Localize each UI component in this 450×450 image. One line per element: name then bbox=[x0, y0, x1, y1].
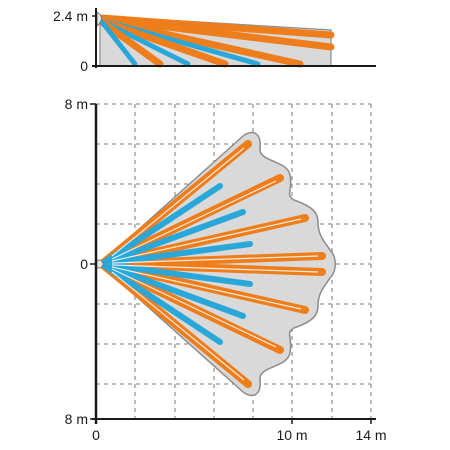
x-label-10m: 10 m bbox=[276, 427, 307, 443]
beam bbox=[99, 183, 223, 267]
side-beam bbox=[99, 19, 138, 67]
side-beam bbox=[98, 15, 335, 51]
short-range-beams bbox=[99, 183, 253, 345]
coverage-area bbox=[98, 131, 336, 397]
x-label-zero: 0 bbox=[92, 427, 100, 443]
top-y-label-bottom: 8 m bbox=[65, 411, 88, 427]
top-y-label-top: 8 m bbox=[65, 96, 88, 112]
x-label-14m: 14 m bbox=[355, 427, 386, 443]
beam bbox=[99, 241, 253, 267]
side-y-label-zero: 0 bbox=[80, 58, 88, 74]
side-beam bbox=[98, 18, 164, 68]
side-view-beams bbox=[98, 14, 335, 68]
beam bbox=[99, 261, 246, 319]
side-view: 2.4 m 0 bbox=[53, 8, 376, 74]
beam bbox=[99, 261, 223, 345]
beam-highlights bbox=[111, 147, 319, 381]
top-y-label-zero: 0 bbox=[80, 256, 88, 272]
side-beam bbox=[98, 17, 229, 68]
beam bbox=[99, 209, 246, 267]
beam bbox=[99, 261, 253, 287]
side-y-label-top: 2.4 m bbox=[53, 8, 88, 24]
top-view: 8 m 0 8 m 0 10 m 14 m bbox=[65, 96, 387, 443]
sensor-icon bbox=[96, 11, 102, 28]
